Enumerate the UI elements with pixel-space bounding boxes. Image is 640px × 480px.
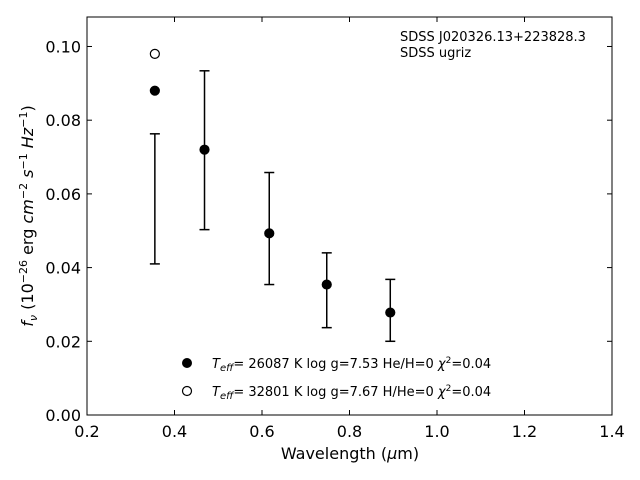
axis-ticks: 0.2 0.4 0.6 0.8 1.0 1.2 1.4 0.00 0.02 0.04 0.06 0.0… — [45, 17, 625, 441]
data-point-filled — [321, 279, 332, 290]
y-tick-label: 0.02 — [45, 332, 81, 351]
plot-frame — [86, 16, 613, 416]
error-bars — [149, 70, 396, 343]
y-tick-label: 0.06 — [45, 185, 81, 204]
data-point-filled — [149, 85, 160, 96]
y-tick-label: 0.10 — [45, 37, 81, 56]
data-point-filled — [385, 307, 396, 318]
y-axis-label: fν (10−26 erg cm−2 s−1 Hz−1) — [17, 105, 40, 326]
annotation-survey: SDSS ugriz — [400, 46, 471, 61]
x-tick-label: 0.8 — [337, 422, 362, 441]
annotation-object: SDSS J020326.13+223828.3 — [400, 30, 586, 45]
y-tick-label: 0.00 — [45, 406, 81, 425]
error-bar — [321, 252, 332, 329]
y-tick-label: 0.08 — [45, 111, 81, 130]
x-tick-label: 0.6 — [249, 422, 274, 441]
legend-marker-filled — [182, 358, 192, 368]
data-point-filled — [199, 144, 210, 155]
legend: Teff= 26087 K log g=7.53 He/H=0 χ2=0.04 … — [181, 356, 491, 402]
legend-label-1: Teff= 26087 K log g=7.53 He/H=0 χ2=0.04 — [212, 356, 491, 374]
x-tick-label: 1.4 — [599, 422, 624, 441]
x-axis-label: Wavelength (μm) — [281, 444, 419, 463]
data-point-filled — [264, 228, 275, 239]
data-markers — [149, 48, 396, 318]
x-tick-label: 1.0 — [424, 422, 449, 441]
x-tick-label: 1.2 — [512, 422, 537, 441]
data-point-open — [149, 48, 160, 59]
error-bar — [149, 133, 160, 265]
svg-text:fν (10−26 erg cm−2 s−1 Hz−1): fν (10−26 erg cm−2 s−1 Hz−1) — [17, 105, 40, 326]
legend-label-2: Teff= 32801 K log g=7.67 H/He=0 χ2=0.04 — [212, 384, 491, 402]
x-tick-label: 0.4 — [162, 422, 187, 441]
x-tick-label: 0.2 — [74, 422, 99, 441]
y-tick-label: 0.04 — [45, 259, 81, 278]
legend-marker-open — [181, 385, 193, 397]
